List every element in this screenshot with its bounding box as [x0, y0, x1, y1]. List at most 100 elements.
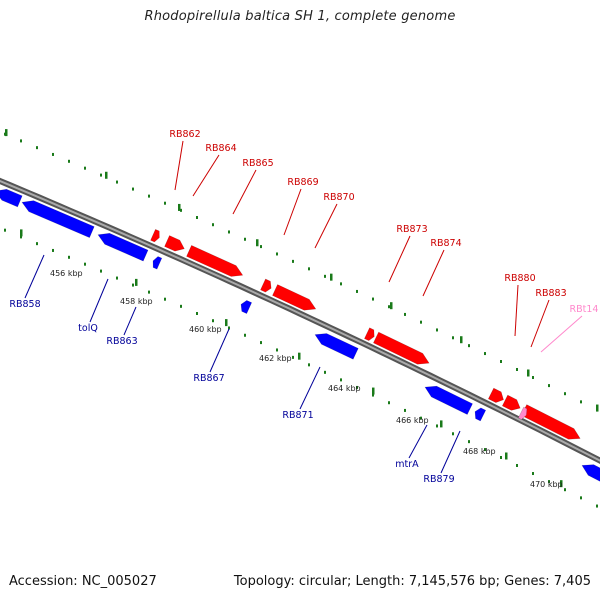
leader-line [123, 306, 137, 336]
reverse-gene[interactable] [472, 406, 487, 422]
genome-stats-text: Topology: circular; Length: 7,145,576 bp… [233, 574, 591, 589]
inner-major-tick [135, 278, 138, 286]
reverse-gene-label[interactable]: RB863 [106, 336, 137, 347]
reverse-gene[interactable] [422, 382, 473, 415]
scale-label: 464 kbp [328, 384, 361, 393]
outer-tick-dot [228, 230, 230, 234]
inner-major-tick [372, 387, 375, 395]
forward-gene-label[interactable]: RB865 [242, 158, 273, 169]
reverse-gene[interactable] [579, 460, 600, 484]
genome-title: Rhodopirellula baltica SH 1, complete ge… [144, 9, 456, 24]
forward-gene-label[interactable]: RB870 [323, 192, 354, 203]
forward-gene-label[interactable]: RB869 [287, 177, 318, 188]
outer-tick-dot [68, 159, 70, 163]
forward-gene[interactable] [186, 245, 246, 280]
reverse-gene-label[interactable]: RB879 [423, 474, 454, 485]
outer-tick-dot [292, 259, 294, 263]
outer-tick-dot [100, 173, 102, 177]
outer-tick-dot [420, 320, 422, 324]
outer-tick-dot [484, 352, 486, 356]
inner-major-tick [505, 452, 508, 460]
leader-line [422, 249, 445, 297]
reverse-gene[interactable] [239, 299, 253, 314]
inner-tick-dot [548, 480, 550, 484]
reverse-gene-label[interactable]: RB867 [193, 373, 224, 384]
outer-major-tick [330, 273, 333, 281]
reverse-gene-label[interactable]: RB858 [9, 299, 40, 310]
forward-gene[interactable] [487, 387, 506, 405]
leader-line [89, 278, 109, 323]
outer-tick-dot [500, 360, 502, 363]
inner-tick-dot [356, 385, 358, 389]
inner-tick-dot [420, 416, 422, 420]
inner-tick-dot [596, 504, 598, 508]
forward-gene[interactable] [272, 284, 318, 315]
forward-gene-label[interactable]: RBt14 [570, 304, 599, 315]
inner-tick-dot [324, 370, 326, 374]
leader-line [440, 430, 461, 474]
outer-tick-dot [148, 194, 150, 198]
inner-tick-dot [84, 262, 86, 266]
reverse-gene-label[interactable]: tolQ [78, 323, 98, 334]
leader-line [192, 154, 220, 197]
leader-line [209, 328, 230, 373]
forward-gene[interactable] [364, 327, 376, 342]
inner-tick-dot [276, 348, 278, 352]
forward-gene-label[interactable]: RB873 [396, 224, 427, 235]
outer-major-tick [390, 302, 393, 310]
outer-tick-dot [84, 166, 86, 170]
forward-gene[interactable] [260, 278, 273, 294]
forward-gene-label[interactable]: RB864 [205, 143, 236, 154]
reverse-gene-label[interactable]: mtrA [395, 459, 419, 470]
inner-tick-dot [260, 341, 262, 345]
outer-major-tick [5, 129, 8, 137]
leader-line [408, 424, 428, 459]
outer-tick-dot [116, 180, 118, 184]
trna-gene[interactable] [517, 406, 529, 420]
outer-tick-dot [132, 187, 134, 191]
outer-tick-dot [324, 274, 326, 278]
forward-gene[interactable] [164, 235, 187, 255]
forward-gene-label[interactable]: RB874 [430, 238, 461, 249]
outer-tick-dot [452, 336, 454, 340]
reverse-gene[interactable] [96, 229, 149, 262]
inner-tick-dot [196, 312, 198, 316]
outer-tick-dot [580, 400, 582, 404]
reverse-gene[interactable] [0, 185, 23, 208]
inner-major-tick [298, 352, 301, 360]
outer-tick-dot [308, 267, 310, 271]
outer-tick-dot [36, 146, 38, 150]
forward-gene-label[interactable]: RB862 [169, 129, 200, 140]
leader-line [24, 254, 45, 299]
leader-line [540, 315, 583, 353]
outer-tick-dot [180, 208, 182, 212]
forward-gene[interactable] [150, 229, 162, 243]
outer-tick-dot [564, 392, 566, 396]
forward-gene-label[interactable]: RB880 [504, 273, 535, 284]
inner-major-tick [20, 229, 23, 237]
inner-tick-dot [164, 297, 166, 301]
inner-tick-dot [388, 401, 390, 405]
outer-major-tick [256, 239, 259, 247]
reverse-gene[interactable] [312, 329, 359, 360]
forward-gene[interactable] [501, 394, 523, 413]
inner-tick-dot [564, 488, 566, 492]
inner-tick-dot [212, 319, 214, 323]
outer-tick-dot [20, 139, 22, 143]
outer-tick-dot [276, 252, 278, 256]
inner-tick-dot [580, 496, 582, 500]
reverse-gene-label[interactable]: RB871 [282, 410, 313, 421]
outer-tick-dot [52, 152, 54, 156]
outer-tick-dot [356, 289, 358, 293]
leader-line [174, 140, 184, 191]
scale-label: 458 kbp [120, 297, 153, 306]
leader-line [530, 299, 550, 348]
forward-gene[interactable] [373, 331, 431, 368]
reverse-gene[interactable] [20, 197, 95, 238]
inner-tick-dot [452, 432, 454, 436]
inner-tick-dot [292, 355, 294, 359]
inner-tick-dot [132, 283, 134, 287]
reverse-gene[interactable] [151, 255, 163, 270]
forward-gene-label[interactable]: RB883 [535, 288, 566, 299]
